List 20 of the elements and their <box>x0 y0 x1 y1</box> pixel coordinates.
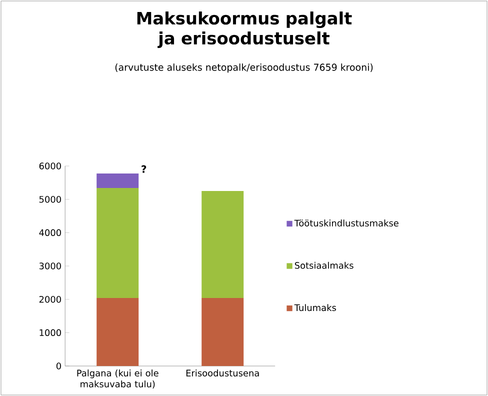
annotation: ? <box>142 165 146 173</box>
legend-label: Töötuskindlustusmakse <box>294 220 398 226</box>
y-tick-label: 2000 <box>39 296 61 303</box>
y-tick-label: 6000 <box>39 162 61 170</box>
bar <box>96 298 139 366</box>
y-tick-label: 3000 <box>39 262 61 270</box>
x-tick-label: Erisoodustusena <box>186 370 259 376</box>
bar <box>96 188 139 298</box>
chart-title: Maksukoormus palgalt ja erisoodustuselt <box>137 12 352 48</box>
y-tick-label: 0 <box>56 362 61 370</box>
legend-label: Sotsiaalmaks <box>294 262 354 269</box>
chart-subtitle: (arvutuste aluseks netopalk/erisoodustus 7659 krooni) <box>115 64 373 73</box>
bar <box>202 298 244 366</box>
bar <box>96 174 139 188</box>
legend-label: Tulumaks <box>294 304 336 312</box>
x-tick-label: Palgana (kui ei ole maksuvaba tulu) <box>77 370 158 388</box>
y-tick-label: 5000 <box>39 196 61 203</box>
bar <box>202 191 244 298</box>
y-tick-label: 1000 <box>40 329 61 336</box>
y-tick-label: 4000 <box>39 229 61 236</box>
